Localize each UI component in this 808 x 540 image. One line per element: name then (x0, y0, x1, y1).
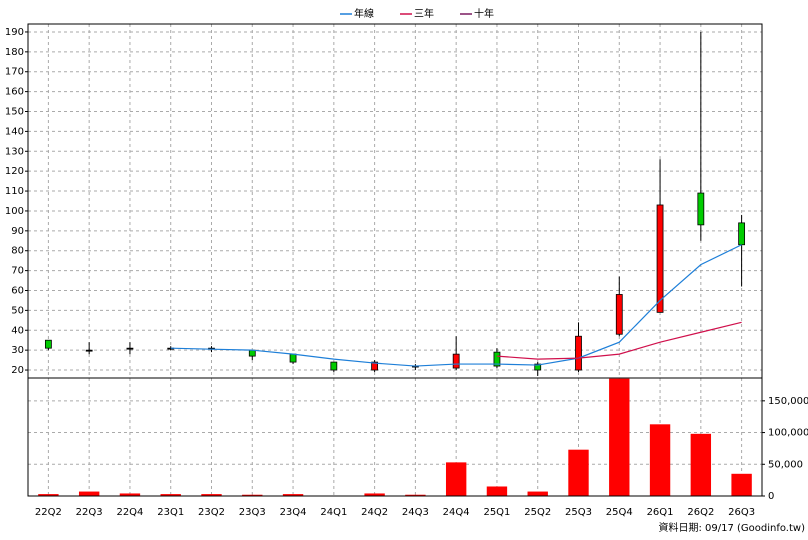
candle-body (575, 335, 582, 371)
x-tick-label: 23Q2 (198, 507, 225, 518)
candle-body (656, 204, 664, 313)
volume-bar (38, 494, 59, 496)
y-tick-label: 190 (5, 27, 24, 38)
y-tick-label: 180 (5, 47, 24, 58)
volume-bar (364, 493, 385, 496)
y2-tick-label: 50,000 (768, 459, 803, 470)
x-tick-label: 23Q3 (239, 507, 266, 518)
ma-line (496, 321, 742, 360)
candle-body (534, 363, 542, 371)
x-tick-label: 25Q3 (565, 507, 592, 518)
x-tick-label: 24Q4 (443, 507, 470, 518)
legend-label: 三年 (414, 7, 434, 20)
legend-label: 十年 (474, 7, 494, 20)
volume-bar (609, 378, 630, 496)
y-tick-label: 100 (5, 206, 24, 217)
y-tick-label: 60 (11, 285, 24, 296)
x-tick-label: 25Q1 (483, 507, 510, 518)
x-tick-label: 23Q4 (280, 507, 307, 518)
x-tick-label: 24Q1 (320, 507, 347, 518)
y2-tick-label: 150,000 (768, 396, 808, 407)
y-tick-label: 150 (5, 107, 24, 118)
x-tick-label: 26Q1 (647, 507, 674, 518)
y-tick-label: 170 (5, 67, 24, 78)
volume-bar (201, 494, 222, 496)
volume-bar (486, 486, 508, 496)
candle-body (330, 361, 338, 371)
legend-label: 年線 (354, 7, 374, 20)
volume-bar (527, 491, 548, 496)
volume-bar (445, 462, 467, 496)
y-tick-label: 110 (5, 186, 24, 197)
x-tick-label: 22Q2 (35, 507, 62, 518)
candle-body (44, 339, 52, 349)
volume-bar (649, 424, 671, 496)
volume-bar (690, 433, 712, 496)
candle-body (85, 349, 93, 352)
x-tick-label: 26Q2 (687, 507, 714, 518)
x-tick-label: 24Q2 (361, 507, 388, 518)
volume-bar (119, 493, 141, 496)
volume-bar (242, 494, 263, 496)
volume-bar (568, 449, 589, 496)
ma-line (170, 244, 742, 367)
candle-body (289, 353, 297, 363)
candle-body (738, 222, 746, 246)
candle-body (248, 349, 256, 357)
plot-frame (27, 23, 763, 497)
volume-bar (405, 494, 426, 496)
candle-body (452, 353, 460, 369)
x-tick-label: 26Q3 (728, 507, 755, 518)
x-tick-label: 22Q4 (116, 507, 143, 518)
y-tick-label: 130 (5, 146, 24, 157)
y-tick-label: 160 (5, 87, 24, 98)
candle-body (493, 351, 501, 367)
y-tick-label: 40 (11, 325, 24, 336)
x-tick-label: 23Q1 (157, 507, 184, 518)
footnote: 資料日期: 09/17 (Goodinfo.tw) (658, 521, 805, 534)
volume-bar (78, 491, 100, 496)
volume-bar (282, 494, 304, 496)
volume-bar (160, 494, 181, 496)
candle-body (615, 294, 623, 335)
x-tick-label: 24Q3 (402, 507, 429, 518)
y2-tick-label: 100,000 (768, 428, 808, 439)
y-tick-label: 120 (5, 166, 24, 177)
y2-tick-label: 0 (768, 491, 774, 502)
x-tick-label: 25Q2 (524, 507, 551, 518)
candle-body (697, 192, 705, 226)
y-tick-label: 20 (11, 365, 24, 376)
y-tick-label: 90 (11, 226, 24, 237)
candle-body (371, 361, 379, 371)
y-tick-label: 140 (5, 126, 24, 137)
candle-body (126, 347, 134, 350)
x-tick-label: 22Q3 (76, 507, 103, 518)
y-tick-label: 70 (11, 266, 24, 277)
volume-bar (731, 473, 752, 496)
y-tick-label: 50 (11, 305, 24, 316)
x-tick-label: 25Q4 (606, 507, 633, 518)
y-tick-label: 80 (11, 246, 24, 257)
y-tick-label: 30 (11, 345, 24, 356)
